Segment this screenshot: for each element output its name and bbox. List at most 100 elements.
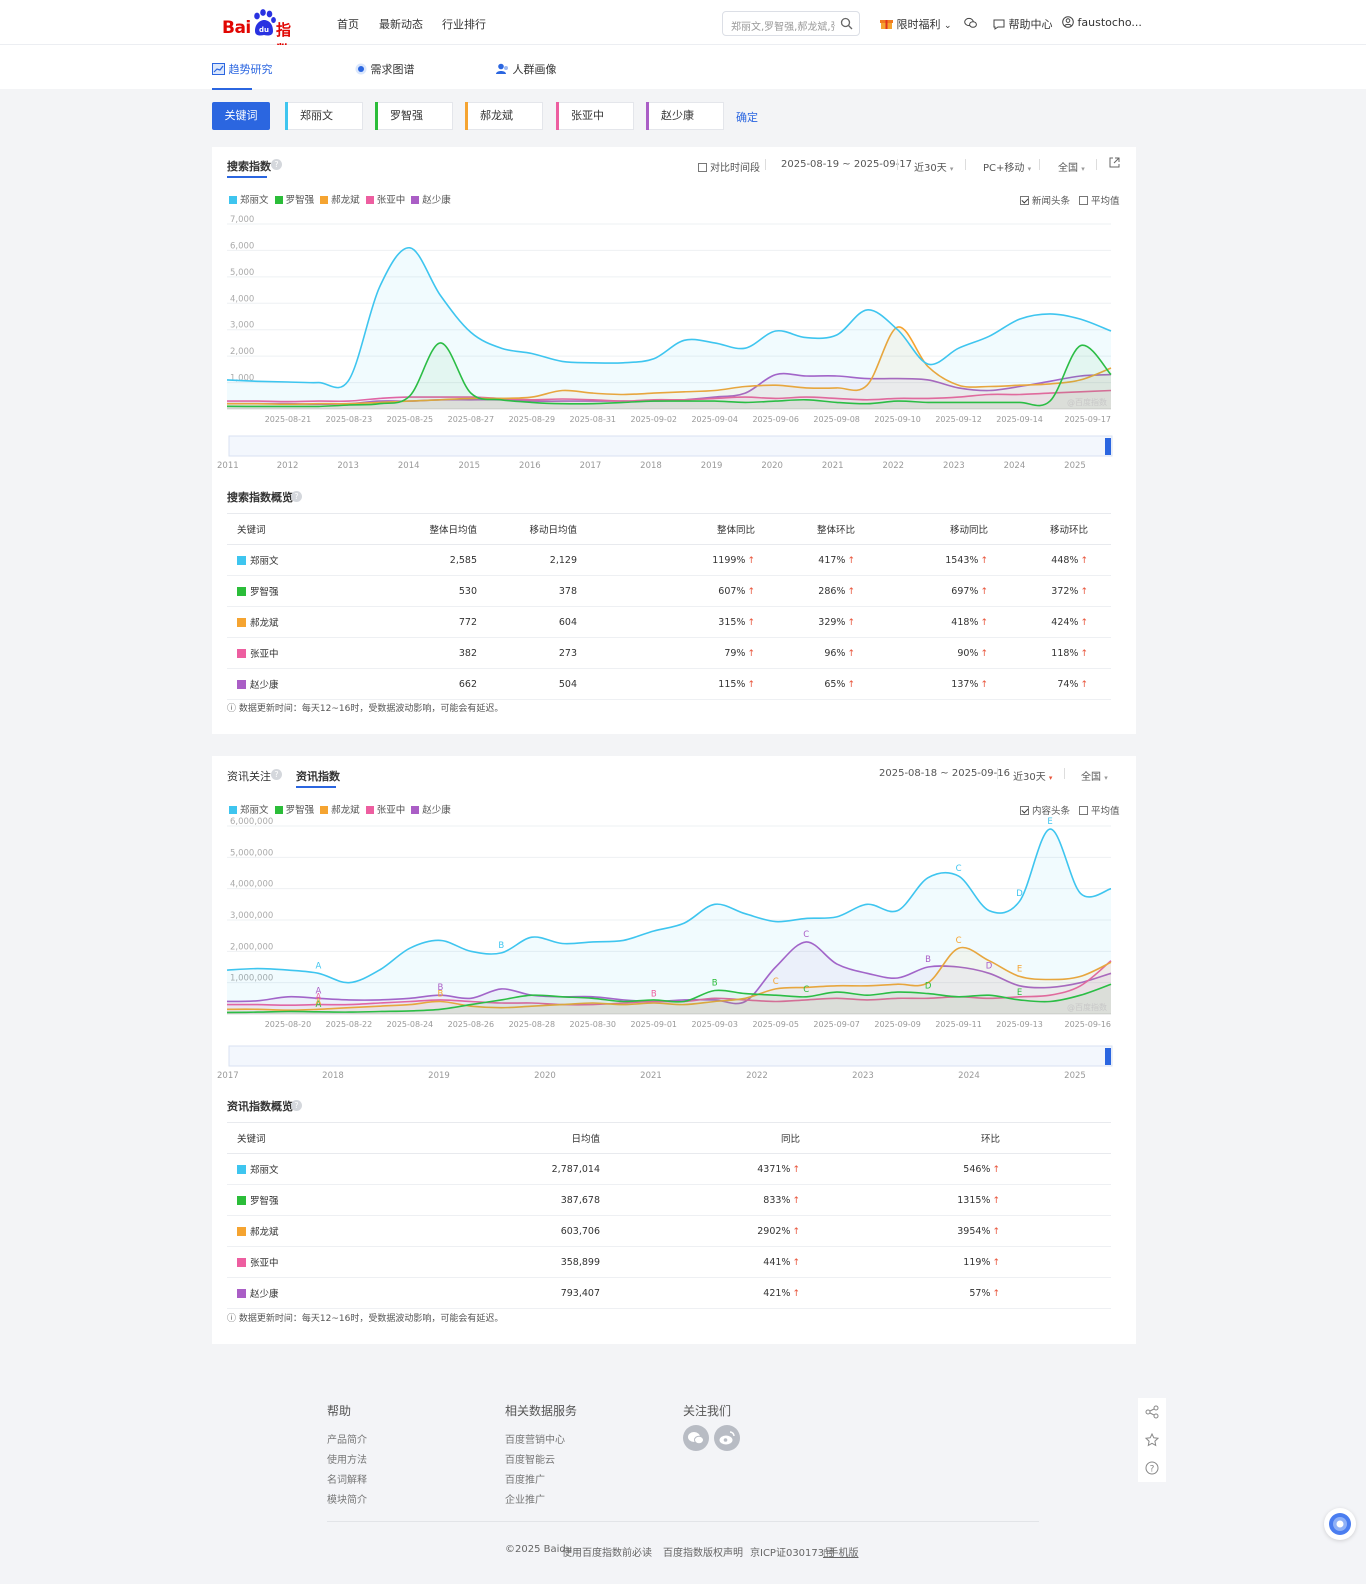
event-marker[interactable]: D	[986, 961, 993, 971]
event-marker[interactable]: D	[925, 982, 932, 992]
footer-link[interactable]: 模块简介	[327, 1495, 367, 1506]
period-select[interactable]: 近30天 ▾	[914, 163, 954, 174]
legend-item-2[interactable]: 罗智强	[274, 195, 314, 206]
series-line-2[interactable]	[226, 983, 1112, 1014]
timeline-track[interactable]	[228, 435, 1113, 457]
footer-link[interactable]: 名词解释	[327, 1475, 367, 1486]
event-marker[interactable]: A	[316, 993, 322, 1003]
help-icon[interactable]: ?	[271, 769, 282, 780]
search-input[interactable]: 郑丽文,罗智强,郝龙斌,张	[722, 11, 860, 36]
series-line-2[interactable]	[226, 342, 1112, 408]
event-marker[interactable]: A	[316, 961, 322, 971]
timeline-track[interactable]	[228, 1045, 1113, 1067]
confirm-button[interactable]: 确定	[736, 111, 758, 124]
series-line-3[interactable]	[226, 326, 1112, 406]
date-range-picker[interactable]: 2025-08-19 ~ 2025-09-17	[781, 159, 912, 170]
footer-link[interactable]: 百度推广	[505, 1475, 545, 1486]
event-marker[interactable]: C	[803, 930, 809, 940]
legend-item-1[interactable]: 郑丽文	[229, 195, 269, 206]
mobile-version-link[interactable]: ▯手机版	[823, 1548, 859, 1559]
share-out-icon[interactable]	[1109, 157, 1120, 168]
nav-latest[interactable]: 最新动态	[379, 18, 423, 31]
tab-search-index[interactable]: 搜索指数	[227, 160, 271, 173]
footer-link[interactable]: 百度智能云	[505, 1455, 555, 1466]
keyword-chip-5[interactable]: 赵少康	[646, 102, 724, 130]
region-select[interactable]: 全国 ▾	[1058, 163, 1085, 174]
footer-link[interactable]: 百度营销中心	[505, 1435, 565, 1446]
event-marker[interactable]: D	[1016, 889, 1023, 899]
legend-item-1[interactable]: 郑丽文	[229, 805, 269, 816]
legend-item-5[interactable]: 赵少康	[411, 195, 451, 206]
event-marker[interactable]: B	[651, 989, 657, 999]
event-marker[interactable]: B	[437, 989, 443, 999]
legend-item-4[interactable]: 张亚中	[365, 195, 405, 206]
event-marker[interactable]: A	[316, 986, 322, 996]
user-menu[interactable]: faustocho...	[1062, 16, 1142, 29]
event-marker[interactable]: E	[1017, 964, 1022, 974]
series-line-3[interactable]	[226, 946, 1112, 1012]
timeline-handle[interactable]	[1105, 438, 1111, 455]
footer-link[interactable]: 使用方法	[327, 1455, 367, 1466]
series-line-1[interactable]	[226, 247, 1112, 389]
timeline-handle[interactable]	[1105, 1048, 1111, 1065]
device-select[interactable]: PC+移动 ▾	[983, 163, 1032, 174]
series-line-4[interactable]	[226, 389, 1112, 403]
period-select[interactable]: 近30天 ▾	[1013, 772, 1053, 783]
footer-link[interactable]: 产品简介	[327, 1435, 367, 1446]
help-center-link[interactable]: 帮助中心	[993, 16, 1053, 32]
event-marker[interactable]: E	[1047, 817, 1052, 827]
weibo-follow-icon[interactable]	[714, 1425, 740, 1451]
tab-news-attention[interactable]: 资讯关注	[227, 770, 271, 783]
legend-item-4[interactable]: 张亚中	[365, 805, 405, 816]
event-marker[interactable]: B	[437, 983, 443, 993]
wechat-follow-icon[interactable]	[683, 1425, 709, 1451]
compare-period-checkbox[interactable]: 对比时间段	[698, 159, 760, 174]
news-headline-checkbox[interactable]: 新闻头条	[1020, 193, 1070, 207]
question-icon[interactable]: ?	[1145, 1461, 1159, 1475]
event-marker[interactable]: B	[925, 955, 931, 965]
event-marker[interactable]: B	[498, 941, 504, 951]
event-marker[interactable]: C	[803, 985, 809, 995]
date-range-picker[interactable]: 2025-08-18 ~ 2025-09-16	[879, 768, 1010, 779]
help-icon[interactable]: ?	[291, 491, 302, 502]
legend-item-2[interactable]: 罗智强	[274, 805, 314, 816]
footer-link[interactable]: 使用百度指数前必读	[562, 1548, 652, 1559]
keyword-chip-4[interactable]: 张亚中	[556, 102, 634, 130]
nav-home[interactable]: 首页	[337, 18, 359, 31]
legend-item-3[interactable]: 郝龙斌	[320, 195, 360, 206]
tab-crowd-portrait[interactable]: 人群画像	[496, 61, 557, 77]
event-marker[interactable]: C	[956, 936, 962, 946]
benefit-menu[interactable]: 限时福利 ⌄	[880, 16, 952, 32]
keyword-chip-3[interactable]: 郝龙斌	[465, 102, 543, 130]
series-line-1[interactable]	[226, 828, 1112, 984]
year-timeline-slider[interactable]: 2017 2018 2019 2020 2021 2022 2023 2024 2025	[212, 1044, 1136, 1084]
tab-trend-research[interactable]: 趋势研究	[212, 61, 273, 77]
legend-item-3[interactable]: 郝龙斌	[320, 805, 360, 816]
nav-ranking[interactable]: 行业排行	[442, 18, 486, 31]
star-icon[interactable]	[1145, 1433, 1159, 1447]
event-marker[interactable]: A	[316, 997, 322, 1007]
footer-link[interactable]: 企业推广	[505, 1495, 545, 1506]
wechat-icon[interactable]	[964, 17, 977, 29]
region-select[interactable]: 全国 ▾	[1081, 772, 1108, 783]
footer-link[interactable]: 百度指数版权声明	[663, 1548, 743, 1559]
event-marker[interactable]: B	[712, 979, 718, 989]
tab-news-index[interactable]: 资讯指数	[296, 770, 340, 783]
content-headline-checkbox[interactable]: 内容头条	[1020, 803, 1070, 817]
average-checkbox[interactable]: 平均值	[1079, 193, 1120, 207]
assistant-float-button[interactable]	[1324, 1508, 1356, 1540]
share-icon[interactable]	[1145, 1405, 1159, 1419]
legend-item-5[interactable]: 赵少康	[411, 805, 451, 816]
tab-demand-map[interactable]: 需求图谱	[355, 61, 415, 77]
keyword-chip-2[interactable]: 罗智强	[375, 102, 453, 130]
average-checkbox[interactable]: 平均值	[1079, 803, 1120, 817]
keyword-label-button[interactable]: 关键词	[212, 102, 270, 130]
event-marker[interactable]: C	[773, 977, 779, 987]
event-marker[interactable]: A	[316, 1000, 322, 1010]
search-icon[interactable]	[840, 17, 853, 30]
event-marker[interactable]: C	[956, 864, 962, 874]
help-icon[interactable]: ?	[291, 1100, 302, 1111]
year-timeline-slider[interactable]: 2011 2012 2013 2014 2015 2016 2017 2018 2019 2020…	[212, 434, 1136, 474]
event-marker[interactable]: E	[1017, 988, 1022, 998]
keyword-chip-1[interactable]: 郑丽文	[285, 102, 363, 130]
